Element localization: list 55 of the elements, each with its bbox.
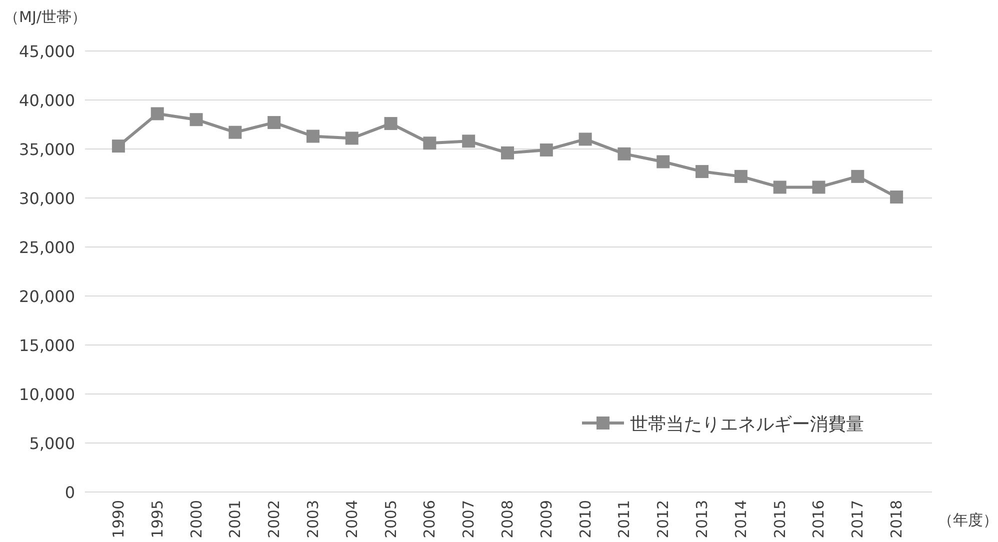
y-tick-label: 40,000: [19, 91, 75, 110]
x-tick-label: 2007: [460, 500, 478, 538]
point: [696, 165, 709, 178]
point: [656, 155, 670, 168]
point: [268, 116, 281, 130]
point: [462, 134, 476, 148]
point: [501, 146, 514, 160]
x-tick-label: 2018: [888, 500, 906, 538]
x-axis-title: （年度）: [938, 511, 998, 529]
point: [578, 132, 592, 146]
x-tick-label: 2011: [615, 500, 634, 538]
y-axis-title: （MJ/世帯）: [4, 8, 86, 26]
x-tick-label: 2014: [732, 500, 750, 538]
x-tick-label: 2016: [810, 500, 828, 538]
x-tick-label: 2012: [654, 500, 672, 538]
x-tick-label: 2000: [187, 500, 206, 538]
x-tick-label: 2015: [770, 500, 789, 538]
x-tick-label: 2001: [226, 500, 244, 538]
point: [190, 113, 203, 126]
point: [384, 117, 398, 130]
x-tick-label: 1995: [148, 500, 166, 538]
x-tick-label: 2003: [304, 500, 322, 538]
legend-label: 世帯当たりエネルギー消費量: [630, 414, 864, 435]
point: [423, 136, 436, 150]
point: [773, 180, 786, 194]
x-tick-label: 2013: [693, 500, 712, 538]
y-tick-label: 0: [64, 483, 75, 502]
y-tick-label: 20,000: [19, 287, 75, 306]
point: [890, 190, 904, 204]
point: [812, 180, 826, 194]
x-tick-label: 2008: [498, 500, 516, 538]
point: [228, 126, 242, 139]
y-tick-label: 10,000: [19, 385, 75, 404]
point: [851, 170, 864, 183]
point: [734, 170, 748, 183]
y-tick-label: 15,000: [19, 336, 75, 355]
point: [345, 132, 358, 145]
x-tick-label: 2010: [576, 500, 594, 538]
point: [540, 143, 553, 156]
point: [112, 140, 125, 153]
x-tick-label: 1990: [109, 500, 128, 538]
x-tick-label: 2009: [537, 500, 556, 538]
x-tick-label: 2017: [848, 500, 867, 538]
point: [618, 147, 631, 160]
x-tick-label: 2006: [420, 500, 439, 538]
y-tick-label: 35,000: [19, 140, 75, 159]
x-tick-label: 2004: [342, 500, 361, 538]
y-tick-label: 5,000: [29, 434, 75, 453]
y-tick-label: 45,000: [19, 42, 75, 61]
x-tick-label: 2005: [382, 500, 400, 538]
point: [150, 107, 164, 120]
x-tick-label: 2002: [265, 500, 284, 538]
y-tick-label: 25,000: [19, 238, 75, 257]
y-tick-label: 30,000: [19, 189, 75, 208]
point: [306, 130, 320, 143]
